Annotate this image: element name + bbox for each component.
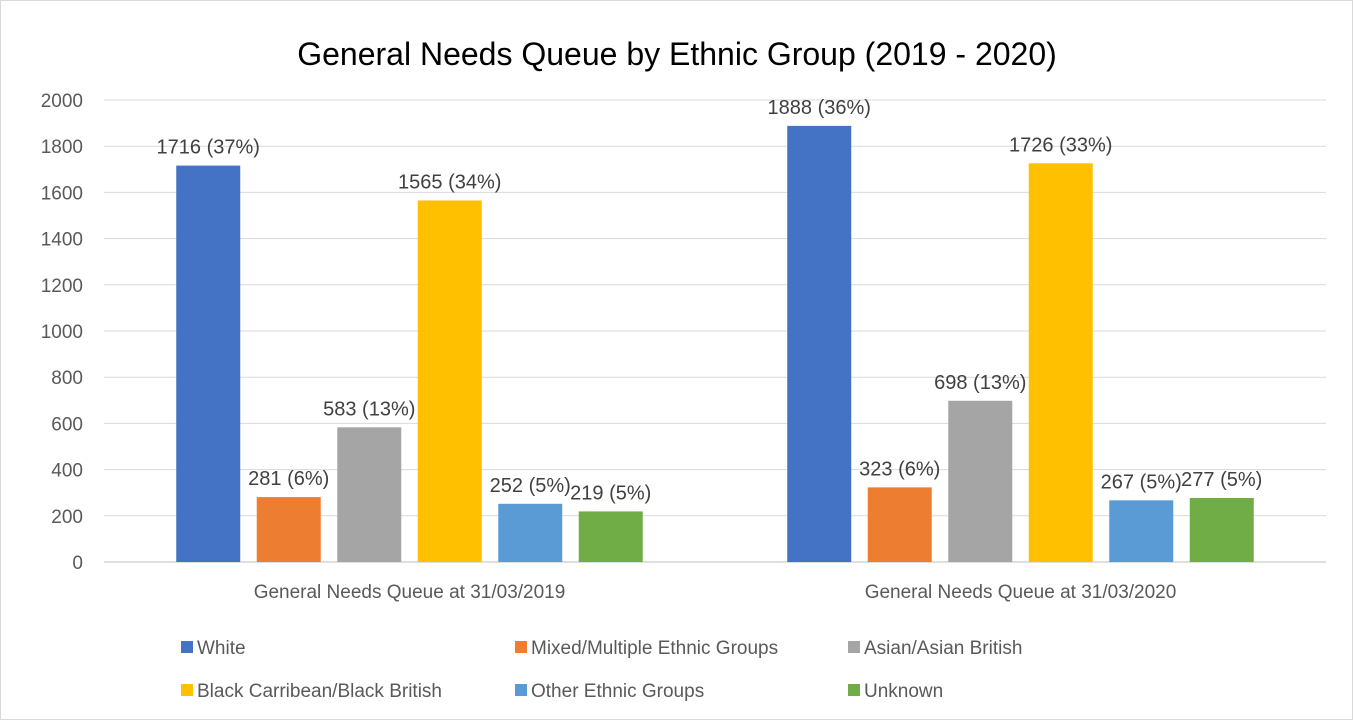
bar-other-ethnic-groups	[1109, 500, 1174, 562]
legend-swatch	[848, 641, 860, 653]
y-tick-label: 400	[51, 461, 83, 482]
legend-swatch	[181, 684, 193, 696]
legend-label: Asian/Asian British	[864, 638, 1022, 659]
y-tick-label: 800	[51, 368, 83, 389]
legend-label: White	[197, 638, 246, 659]
legend-swatch	[181, 641, 193, 653]
bars	[176, 125, 1254, 563]
bar-white	[176, 165, 241, 562]
bar-other-ethnic-groups	[498, 503, 563, 562]
legend-swatch	[515, 641, 527, 653]
bar-asian-asian-british	[337, 427, 402, 562]
x-tick-label: General Needs Queue at 31/03/2020	[865, 582, 1177, 603]
y-tick-label: 1400	[41, 230, 83, 251]
data-label: 267 (5%)	[1101, 471, 1182, 493]
data-label: 583 (13%)	[323, 398, 415, 420]
y-tick-label: 0	[72, 553, 83, 574]
y-tick-label: 200	[51, 507, 83, 528]
bar-white	[787, 125, 852, 562]
legend-item: Unknown	[848, 681, 943, 702]
data-label: 252 (5%)	[490, 475, 571, 497]
legend-item: White	[181, 638, 246, 659]
bar-asian-asian-british	[948, 400, 1013, 562]
legend-item: Mixed/Multiple Ethnic Groups	[515, 638, 778, 659]
data-labels: 1716 (37%) 281 (6%) 583 (13%) 1565 (34%) 252…	[157, 97, 1263, 505]
bar-unknown	[1189, 498, 1254, 562]
y-tick-label: 600	[51, 414, 83, 435]
bar-mixed-multiple-ethnic-groups	[256, 497, 321, 562]
legend-label: Black Carribean/Black British	[197, 681, 442, 702]
legend-item: Other Ethnic Groups	[515, 681, 704, 702]
legend-label: Unknown	[864, 681, 943, 702]
y-tick-label: 1800	[41, 137, 83, 158]
bar-unknown	[578, 511, 643, 562]
y-axis: 0 200 400 600 800 1000 1200 1400 1600 1800 2000	[41, 91, 83, 574]
legend: White Mixed/Multiple Ethnic Groups Asian/A…	[181, 638, 1022, 702]
chart-title: General Needs Queue by Ethnic Group (201…	[297, 36, 1057, 72]
y-tick-label: 2000	[41, 91, 83, 112]
y-tick-label: 1000	[41, 322, 83, 343]
data-label: 277 (5%)	[1181, 469, 1262, 491]
data-label: 698 (13%)	[934, 372, 1026, 394]
data-label: 1565 (34%)	[398, 171, 501, 193]
data-label: 219 (5%)	[570, 482, 651, 504]
data-label: 281 (6%)	[248, 468, 329, 490]
bar-black-carribean-black-british	[417, 200, 482, 563]
legend-label: Mixed/Multiple Ethnic Groups	[531, 638, 778, 659]
data-label: 1716 (37%)	[157, 137, 260, 159]
legend-item: Black Carribean/Black British	[181, 681, 442, 702]
data-label: 1888 (36%)	[768, 97, 871, 119]
y-tick-label: 1200	[41, 276, 83, 297]
legend-item: Asian/Asian British	[848, 638, 1022, 659]
data-label: 1726 (33%)	[1009, 134, 1112, 156]
bar-black-carribean-black-british	[1028, 163, 1093, 562]
data-label: 323 (6%)	[859, 458, 940, 480]
x-axis: General Needs Queue at 31/03/2019 General…	[254, 582, 1177, 603]
legend-swatch	[848, 684, 860, 696]
bar-mixed-multiple-ethnic-groups	[867, 487, 932, 562]
legend-label: Other Ethnic Groups	[531, 681, 704, 702]
legend-swatch	[515, 684, 527, 696]
y-tick-label: 1600	[41, 183, 83, 204]
x-tick-label: General Needs Queue at 31/03/2019	[254, 582, 566, 603]
